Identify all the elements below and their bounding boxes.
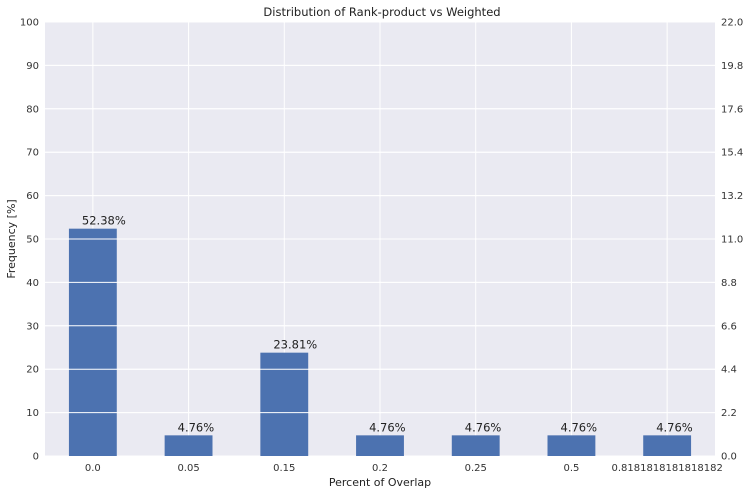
x-axis-ticks: 0.0 0.05 0.15 0.2 0.25 0.5 0.8181818181818182	[85, 463, 723, 474]
grid-overlay	[45, 64, 715, 414]
y2-tick-label: 0.0	[721, 452, 737, 463]
y2-tick-label: 13.2	[721, 191, 743, 202]
y-tick-label: 20	[26, 365, 39, 376]
x-tick-label: 0.2	[372, 463, 388, 474]
y2-tick-label: 17.6	[721, 104, 743, 115]
y2-tick-label: 19.8	[721, 61, 743, 72]
y-tick-label: 10	[26, 408, 39, 419]
y-axis-ticks: 0 10 20 30 40 50 60 70 80 90 100	[20, 18, 39, 463]
y2-axis-ticks: 0.0 2.2 4.4 6.6 8.8 11.0 13.2 15.4 17.6 19.8 22.0	[721, 18, 743, 463]
bar	[643, 435, 692, 456]
x-tick-label: 0.05	[177, 463, 199, 474]
bar-value-label: 23.81%	[273, 338, 317, 352]
bars	[68, 228, 692, 456]
x-tick-label: 0.25	[465, 463, 487, 474]
x-axis-title: Percent of Overlap	[329, 476, 431, 489]
bar	[260, 352, 309, 456]
bar	[164, 435, 213, 456]
x-tick-label: 0.15	[273, 463, 295, 474]
y-tick-label: 90	[26, 61, 39, 72]
data-labels: 52.38% 4.76% 23.81% 4.76% 4.76% 4.76% 4.76%	[82, 214, 693, 435]
bar	[547, 435, 596, 456]
y2-tick-label: 22.0	[721, 18, 743, 29]
y-tick-label: 70	[26, 148, 39, 159]
bar	[356, 435, 404, 456]
bar	[68, 228, 117, 456]
y2-tick-label: 6.6	[721, 321, 737, 332]
y2-tick-label: 15.4	[721, 148, 743, 159]
x-tick-label: 0.0	[85, 463, 101, 474]
y2-tick-label: 8.8	[721, 278, 737, 289]
bar-value-label: 4.76%	[656, 420, 693, 434]
chart-title: Distribution of Rank-product vs Weighted	[263, 5, 500, 19]
y2-tick-label: 4.4	[721, 365, 737, 376]
x-tick-label: 0.5	[563, 463, 579, 474]
y-tick-label: 30	[26, 321, 39, 332]
y-axis-title: Frequency [%]	[5, 199, 18, 278]
y-tick-label: 40	[26, 278, 39, 289]
y-tick-label: 60	[26, 191, 39, 202]
bar-value-label: 52.38%	[82, 214, 126, 228]
y-tick-label: 0	[33, 452, 39, 463]
y-tick-label: 100	[20, 18, 39, 29]
bar-value-label: 4.76%	[465, 420, 502, 434]
y2-tick-label: 2.2	[721, 408, 737, 419]
y-tick-label: 50	[26, 235, 39, 246]
y-tick-label: 80	[26, 104, 39, 115]
bar	[451, 435, 500, 456]
bar-value-label: 4.76%	[178, 420, 215, 434]
x-tick-label: 0.8181818181818182	[611, 463, 722, 474]
bar-value-label: 4.76%	[369, 420, 406, 434]
bar-value-label: 4.76%	[561, 420, 598, 434]
y2-tick-label: 11.0	[721, 235, 743, 246]
